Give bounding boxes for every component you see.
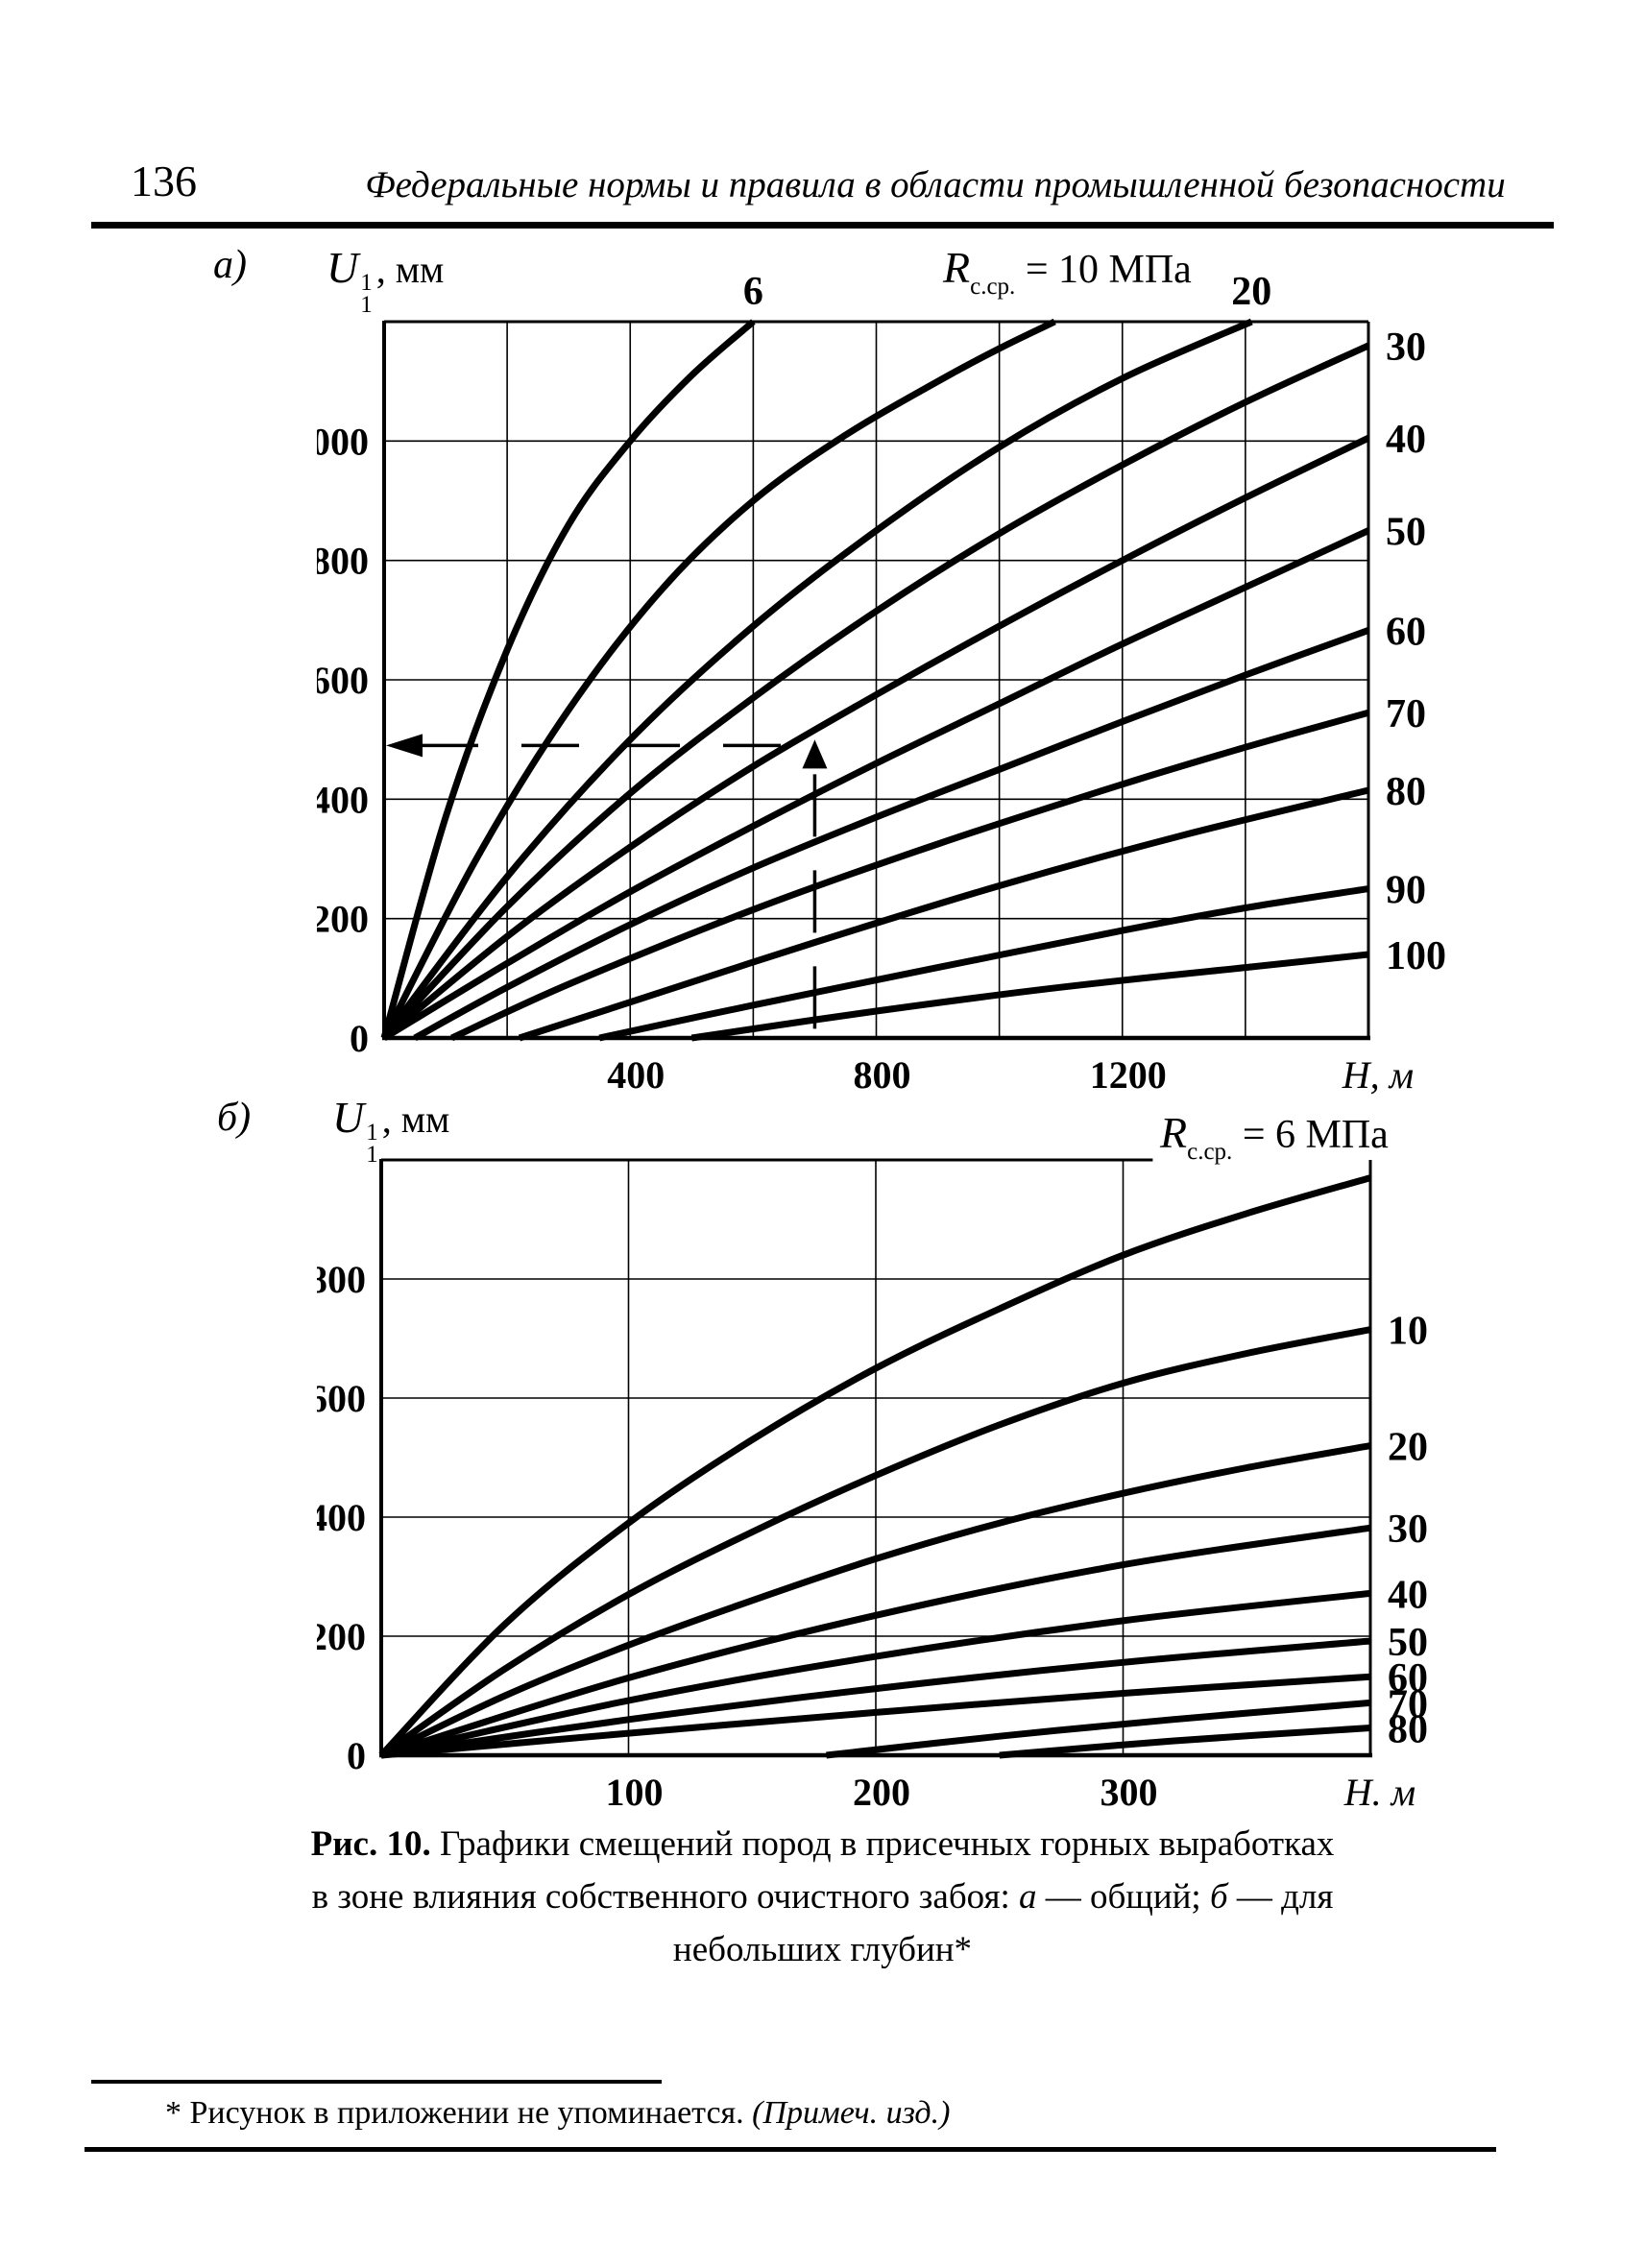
- page-number: 136: [131, 157, 197, 205]
- svg-text:400: 400: [607, 1053, 665, 1097]
- running-header-title: Федеральные нормы и правила в области пр…: [365, 164, 1506, 205]
- u-units: , мм: [381, 1098, 450, 1141]
- svg-text:10: 10: [1388, 1310, 1428, 1354]
- svg-text:400: 400: [317, 1496, 366, 1539]
- svg-text:40: 40: [1388, 1573, 1428, 1617]
- caption-text: — общий;: [1036, 1877, 1210, 1917]
- svg-text:90: 90: [1386, 869, 1426, 913]
- r-family-label-b: Rс.ср. = 6 МПа: [1160, 1107, 1389, 1166]
- figure-caption: Рис. 10. Графики смещений пород в присеч…: [0, 1818, 1645, 1976]
- svg-text:40: 40: [1386, 418, 1426, 462]
- caption-text: — для: [1227, 1877, 1334, 1917]
- footnote-text: Рисунок в приложении не упоминается.: [189, 2095, 753, 2131]
- svg-text:70: 70: [1386, 692, 1426, 736]
- r-value: = 6 МПа: [1232, 1113, 1389, 1157]
- caption-panel-b-ref: б: [1209, 1877, 1228, 1917]
- svg-text:20: 20: [1231, 270, 1271, 314]
- svg-text:20: 20: [1388, 1426, 1428, 1470]
- u-superscript: 1: [366, 1120, 378, 1146]
- u-symbol: U: [332, 1093, 365, 1142]
- r-value: = 10 МПа: [1015, 248, 1192, 292]
- svg-text:60: 60: [1386, 610, 1426, 654]
- chart-a-plot: 0 200 400 600 800 1000 400 800 1200 Н, м 6 20 30 40 50…: [317, 270, 1446, 1097]
- svg-text:600: 600: [317, 659, 369, 702]
- footnote: * Рисунок в приложении не упоминается. (…: [165, 2095, 950, 2132]
- svg-text:800: 800: [317, 1258, 366, 1301]
- caption-text: в зоне влияния собственного очистного за…: [311, 1877, 1020, 1917]
- svg-text:Н. м: Н. м: [1343, 1771, 1415, 1814]
- r-subscript: с.ср.: [970, 274, 1016, 300]
- u-symbol: U: [327, 243, 359, 292]
- svg-text:600: 600: [317, 1377, 366, 1420]
- svg-text:Н, м: Н, м: [1342, 1053, 1414, 1097]
- svg-text:100: 100: [606, 1771, 664, 1814]
- svg-text:400: 400: [317, 778, 369, 821]
- svg-text:0: 0: [350, 1017, 369, 1060]
- footnote-editor-note: (Примеч. изд.): [752, 2095, 951, 2131]
- svg-text:200: 200: [317, 898, 369, 941]
- panel-label-a: а): [213, 243, 247, 287]
- u-subscript: 1: [366, 1142, 378, 1168]
- svg-text:100: 100: [1386, 934, 1446, 978]
- svg-text:80: 80: [1386, 770, 1426, 814]
- svg-text:30: 30: [1388, 1508, 1428, 1552]
- svg-text:30: 30: [1386, 326, 1426, 370]
- svg-text:70: 70: [1388, 1682, 1428, 1726]
- u-subscript: 1: [360, 292, 373, 318]
- u-superscript: 1: [360, 270, 373, 296]
- caption-line-2: в зоне влияния собственного очистного за…: [0, 1870, 1645, 1923]
- footnote-marker: *: [165, 2095, 190, 2131]
- r-symbol: R: [943, 243, 971, 292]
- svg-text:6: 6: [743, 270, 763, 314]
- footnote-separator-rule: [91, 2080, 662, 2084]
- caption-line-1: Рис. 10. Графики смещений пород в присеч…: [0, 1818, 1645, 1870]
- svg-text:300: 300: [1101, 1771, 1158, 1814]
- svg-text:800: 800: [317, 540, 369, 583]
- r-subscript: с.ср.: [1187, 1139, 1233, 1165]
- svg-text:1200: 1200: [1090, 1053, 1167, 1097]
- u-units: , мм: [375, 248, 445, 291]
- svg-text:200: 200: [317, 1615, 366, 1658]
- r-family-label-a: Rс.ср. = 10 МПа: [943, 242, 1192, 301]
- svg-text:800: 800: [854, 1053, 911, 1097]
- svg-text:80: 80: [1388, 1707, 1428, 1751]
- page-bottom-rule: [85, 2147, 1496, 2152]
- r-symbol: R: [1160, 1108, 1188, 1157]
- caption-panel-a-ref: а: [1019, 1877, 1037, 1917]
- figure-number: Рис. 10.: [310, 1824, 431, 1864]
- panel-label-b: б): [217, 1096, 252, 1140]
- header-rule: [91, 222, 1554, 229]
- caption-line-3: небольших глубин*: [672, 1930, 973, 1969]
- caption-text: Графики смещений пород в присечных горны…: [430, 1824, 1335, 1864]
- svg-text:1000: 1000: [317, 420, 369, 463]
- chart-b-plot: 0 200 400 600 800 100 200 300 Н. м 10 20 30 40506070…: [317, 1158, 1428, 1814]
- svg-text:200: 200: [853, 1771, 910, 1814]
- svg-text:0: 0: [347, 1734, 366, 1777]
- svg-text:50: 50: [1386, 511, 1426, 555]
- svg-text:60: 60: [1388, 1656, 1428, 1701]
- svg-text:50: 50: [1388, 1621, 1428, 1665]
